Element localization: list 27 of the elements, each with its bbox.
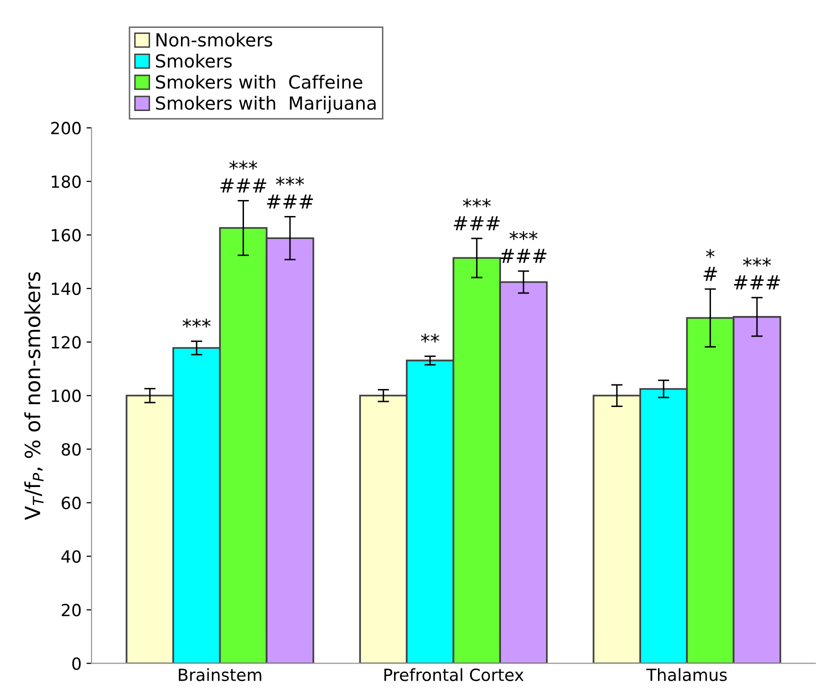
x-tick-label: Brainstem <box>178 668 262 682</box>
y-tick-label: 60 <box>62 496 81 510</box>
legend-label: Smokers with Marijuana <box>156 96 376 114</box>
y-tick-label: 20 <box>62 604 81 616</box>
annotation: ** <box>420 334 440 342</box>
y-tick-label: 200 <box>51 122 81 134</box>
legend-label: Non-smokers <box>156 32 272 47</box>
y-tick-label: 160 <box>52 228 81 242</box>
x-tick-label: Thalamus <box>646 668 727 682</box>
x-tick-label: Prefrontal Cortex <box>384 668 524 682</box>
annotation: *** <box>182 318 211 328</box>
annotation: *** ### <box>454 198 500 230</box>
y-tick-label: 100 <box>52 390 81 402</box>
y-tick-label: 80 <box>62 443 81 456</box>
y-tick-label: 140 <box>52 282 81 296</box>
y-tick-label: 0 <box>72 657 81 670</box>
y-tick-label: 120 <box>52 336 81 349</box>
y-axis-title: V$_{T}$/f$_{P}$, % of non-smokers <box>24 272 44 520</box>
annotation: *** ### <box>220 160 266 192</box>
legend-label: Smokers with Caffeine <box>156 74 362 89</box>
annotation: *** ### <box>734 258 780 290</box>
legend-label: Smokers <box>156 54 232 68</box>
annotation: * # <box>704 249 717 281</box>
y-tick-label: 180 <box>52 175 81 188</box>
y-tick-label: 40 <box>61 550 81 563</box>
annotation: *** ### <box>500 231 546 263</box>
annotation: *** ### <box>267 176 313 209</box>
